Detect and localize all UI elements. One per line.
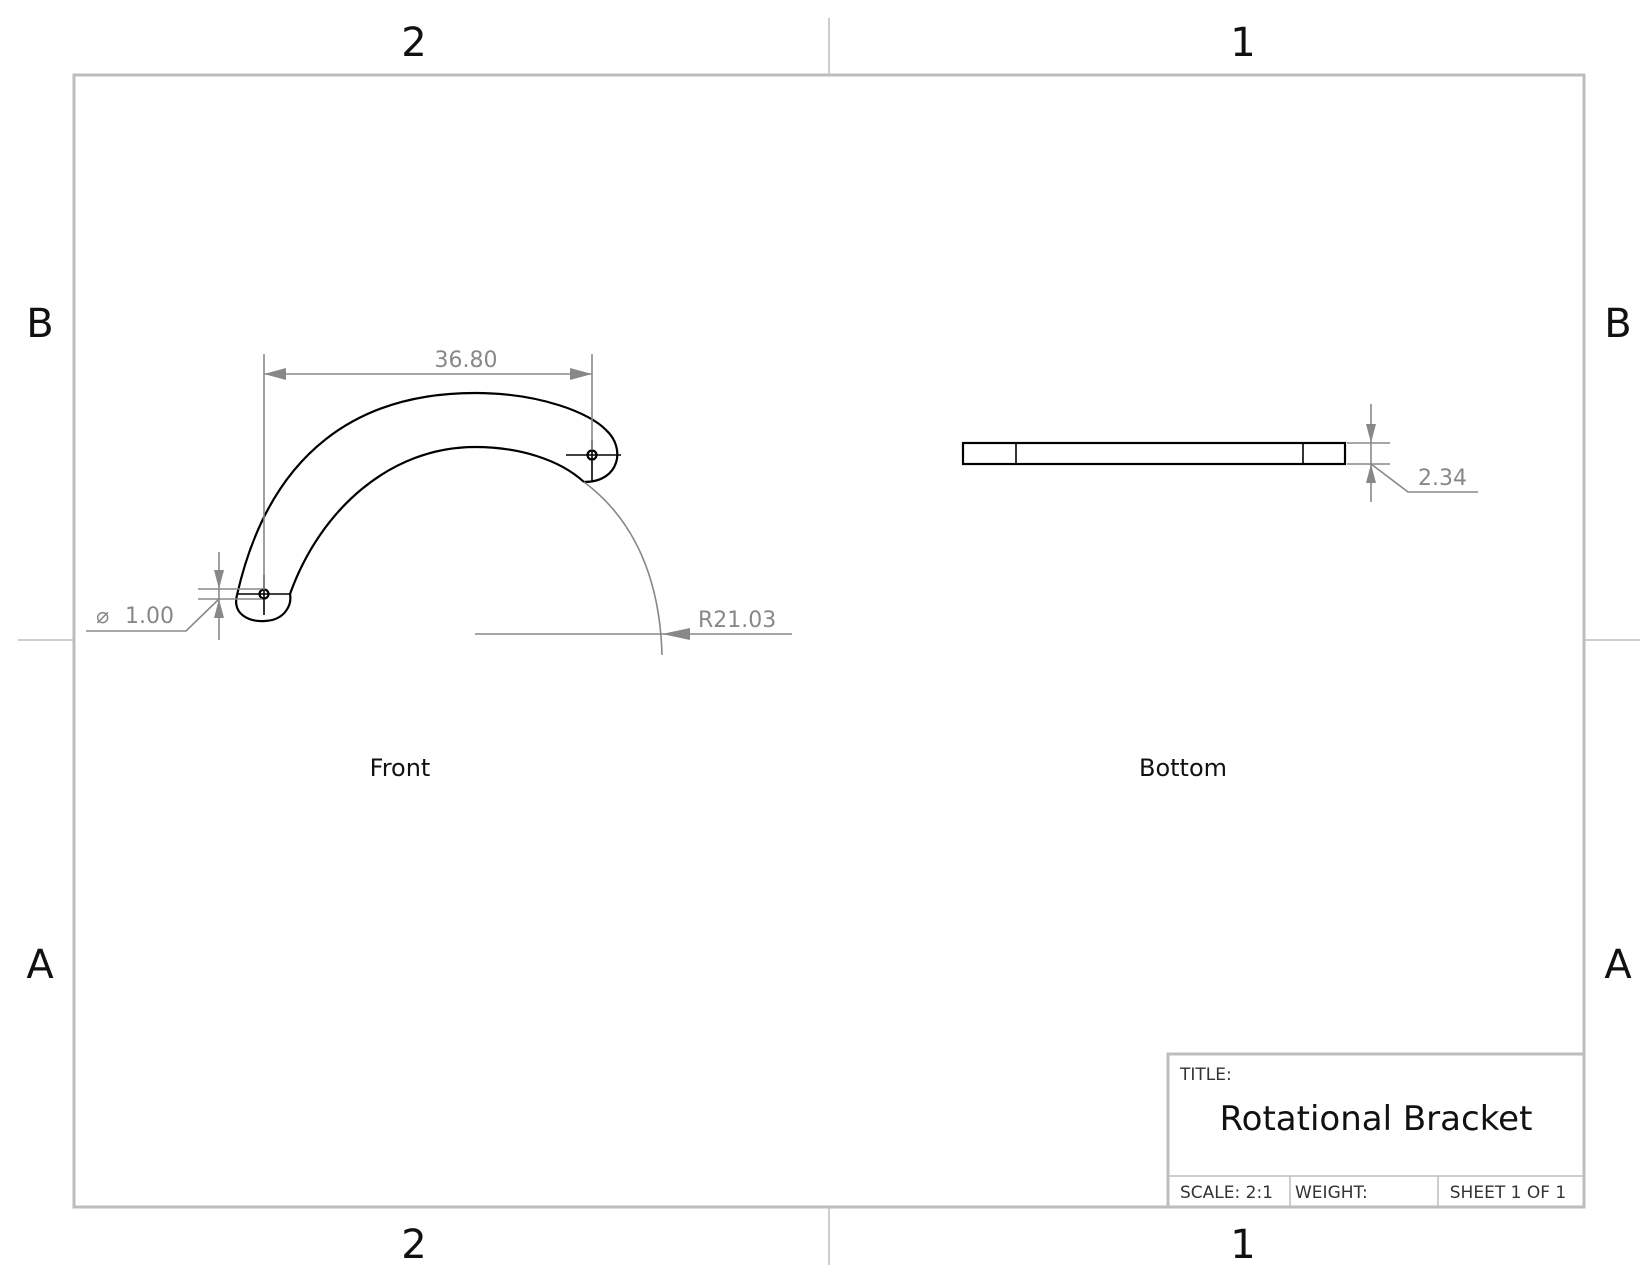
zone-label-bottom-1: 1	[1230, 1222, 1255, 1268]
weight-field: WEIGHT:	[1295, 1183, 1368, 1203]
radius-construction-arc	[583, 481, 663, 656]
hole-arrow-bottom	[214, 599, 224, 618]
radius-arrow	[662, 628, 690, 640]
title-block: TITLE: Rotational Bracket SCALE: 2:1 WEI…	[1166, 1052, 1586, 1209]
thickness-arrow-top	[1366, 424, 1376, 443]
width-dimension: 36.80	[435, 348, 498, 373]
hole-diameter-symbol: ⌀	[96, 604, 109, 629]
hole-diameter-dimension: 1.00	[125, 604, 174, 629]
bottom-view-outline	[961, 441, 1347, 466]
zone-label-top-2: 2	[401, 20, 426, 66]
zone-label-right-b: B	[1604, 301, 1631, 347]
sheet-border	[72, 73, 1586, 1209]
bracket-inner-arc	[288, 445, 585, 595]
zone-label-left-b: B	[26, 301, 53, 347]
zone-label-right-a: A	[1604, 942, 1632, 988]
bracket-right-end-cap	[583, 429, 619, 484]
zone-label-bottom-2: 2	[401, 1222, 426, 1268]
bottom-view: 2.34 Bottom	[961, 404, 1478, 782]
radius-dimension: R21.03	[698, 608, 776, 633]
zone-label-top-1: 1	[1230, 20, 1255, 66]
title-block-border	[1166, 1052, 1586, 1209]
hole-leader	[86, 598, 220, 632]
zone-label-left-a: A	[26, 942, 54, 988]
thickness-dimension: 2.34	[1418, 466, 1467, 491]
hole-arrow-top	[214, 570, 224, 589]
width-arrow-right	[570, 368, 592, 380]
bracket-outer-arc	[235, 391, 607, 596]
thickness-arrow-bottom	[1366, 464, 1376, 483]
scale-field: SCALE: 2:1	[1180, 1183, 1273, 1203]
bottom-view-label: Bottom	[1139, 754, 1227, 782]
front-view: R21.03 36.80 ⌀ 1.00 Front	[86, 348, 792, 782]
front-view-label: Front	[370, 754, 431, 782]
thickness-leader	[1370, 463, 1478, 493]
bracket-left-end-cap	[235, 593, 292, 623]
sheet-field: SHEET 1 OF 1	[1450, 1183, 1566, 1203]
title-label: TITLE:	[1179, 1065, 1232, 1085]
drawing-title: Rotational Bracket	[1220, 1099, 1533, 1139]
width-arrow-left	[264, 368, 286, 380]
